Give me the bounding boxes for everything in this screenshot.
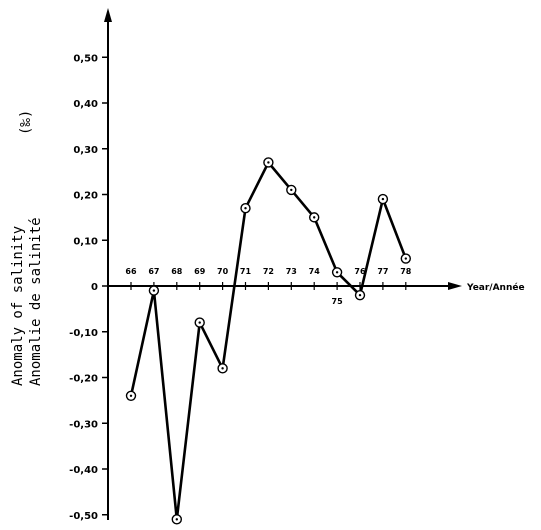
y-tick-label: 0 (91, 282, 98, 293)
data-point-center (198, 321, 201, 324)
y-axis-ticks: 0,50 0,40 0,30 0,20 0,10 0 -0,10 -0,20 -0,30 -0,4… (69, 53, 108, 522)
x-axis-ticks: 66 67 68 69 70 71 72 73 74 75 76 77 78 (125, 267, 411, 306)
x-tick-label: 67 (148, 267, 159, 276)
data-point-center (290, 188, 293, 192)
data-point-center (244, 207, 247, 210)
x-tick-label: 76 (354, 267, 366, 276)
x-tick-label: 77 (377, 267, 388, 276)
data-point-center (221, 367, 224, 370)
x-tick-label: 68 (171, 267, 183, 276)
x-tick-label: 72 (263, 267, 274, 276)
x-tick-label: 73 (286, 267, 297, 276)
y-tick-label: -0,40 (69, 465, 98, 476)
y-axis-unit: (‰) (18, 110, 34, 135)
y-axis-title-english: Anomaly of salinity (10, 226, 26, 386)
axis-titles: Anomaly of salinity Anomalie de salinité… (10, 110, 525, 386)
axes (104, 8, 462, 520)
x-tick-label: 66 (125, 267, 137, 276)
data-point-center (129, 394, 133, 397)
y-tick-label: -0,10 (69, 328, 98, 339)
series-line (129, 161, 408, 521)
y-tick-label: 0,20 (73, 191, 98, 202)
y-tick-label: 0,10 (73, 236, 98, 247)
data-point-center (381, 197, 385, 201)
data-point-center (267, 161, 270, 164)
y-tick-label: 0,50 (73, 53, 98, 64)
data-point-center (404, 257, 407, 260)
data-point-center (175, 518, 178, 521)
data-point-center (358, 293, 362, 297)
data-point-center (152, 289, 156, 292)
x-tick-label: 75 (332, 297, 344, 306)
y-tick-label: 0,30 (73, 145, 98, 156)
y-tick-label: -0,30 (69, 419, 98, 430)
x-tick-label: 74 (309, 267, 321, 276)
x-axis-title: Year/Année (466, 282, 525, 293)
x-axis-arrowhead (448, 282, 462, 290)
data-point-center (335, 271, 339, 274)
x-tick-label: 69 (194, 267, 206, 276)
y-axis-title-french: Anomalie de salinité (28, 217, 44, 386)
y-tick-label: 0,40 (73, 99, 98, 110)
x-tick-label: 71 (240, 267, 252, 276)
y-axis-arrowhead (104, 8, 112, 22)
data-series (125, 157, 411, 525)
x-tick-label: 78 (400, 267, 412, 276)
data-point-center (313, 216, 316, 219)
y-tick-label: -0,20 (69, 374, 98, 385)
y-tick-label: -0,50 (69, 511, 98, 522)
x-tick-label: 70 (217, 267, 229, 276)
